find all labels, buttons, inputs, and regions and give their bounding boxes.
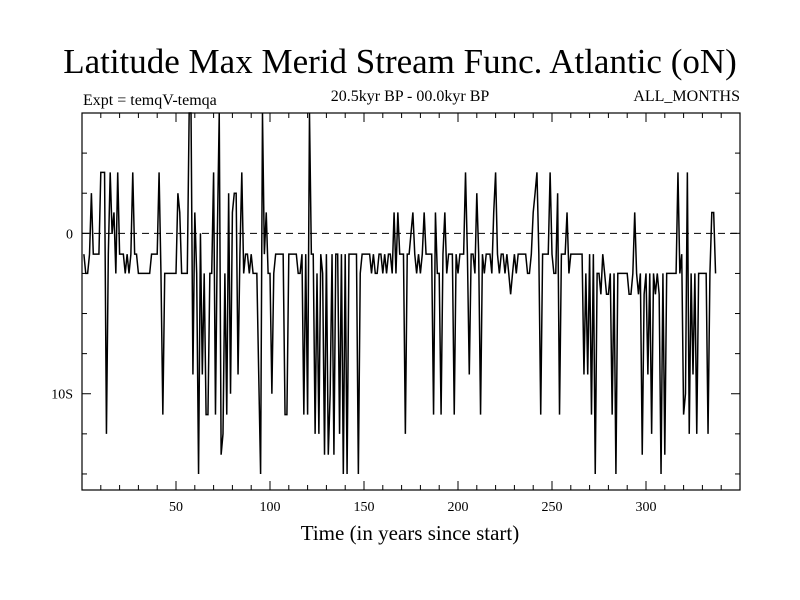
y-tick-label: 10S (51, 388, 73, 403)
chart-title: Latitude Max Merid Stream Func. Atlantic… (63, 42, 737, 81)
x-axis-label: Time (in years since start) (300, 521, 520, 545)
plot-frame (81, 112, 741, 491)
x-tick-label: 150 (354, 500, 375, 515)
x-tick-label: 300 (636, 500, 657, 515)
y-tick-label: 0 (66, 227, 73, 242)
data-series-line (83, 112, 717, 474)
months-label: ALL_MONTHS (633, 88, 740, 105)
experiment-label: Expt = temqV-temqa (83, 92, 217, 109)
x-tick-label: 100 (260, 500, 281, 515)
x-tick-label: 50 (169, 500, 183, 515)
x-tick-label: 200 (448, 500, 469, 515)
x-tick-label: 250 (542, 500, 563, 515)
period-label: 20.5kyr BP - 00.0kyr BP (330, 88, 490, 105)
